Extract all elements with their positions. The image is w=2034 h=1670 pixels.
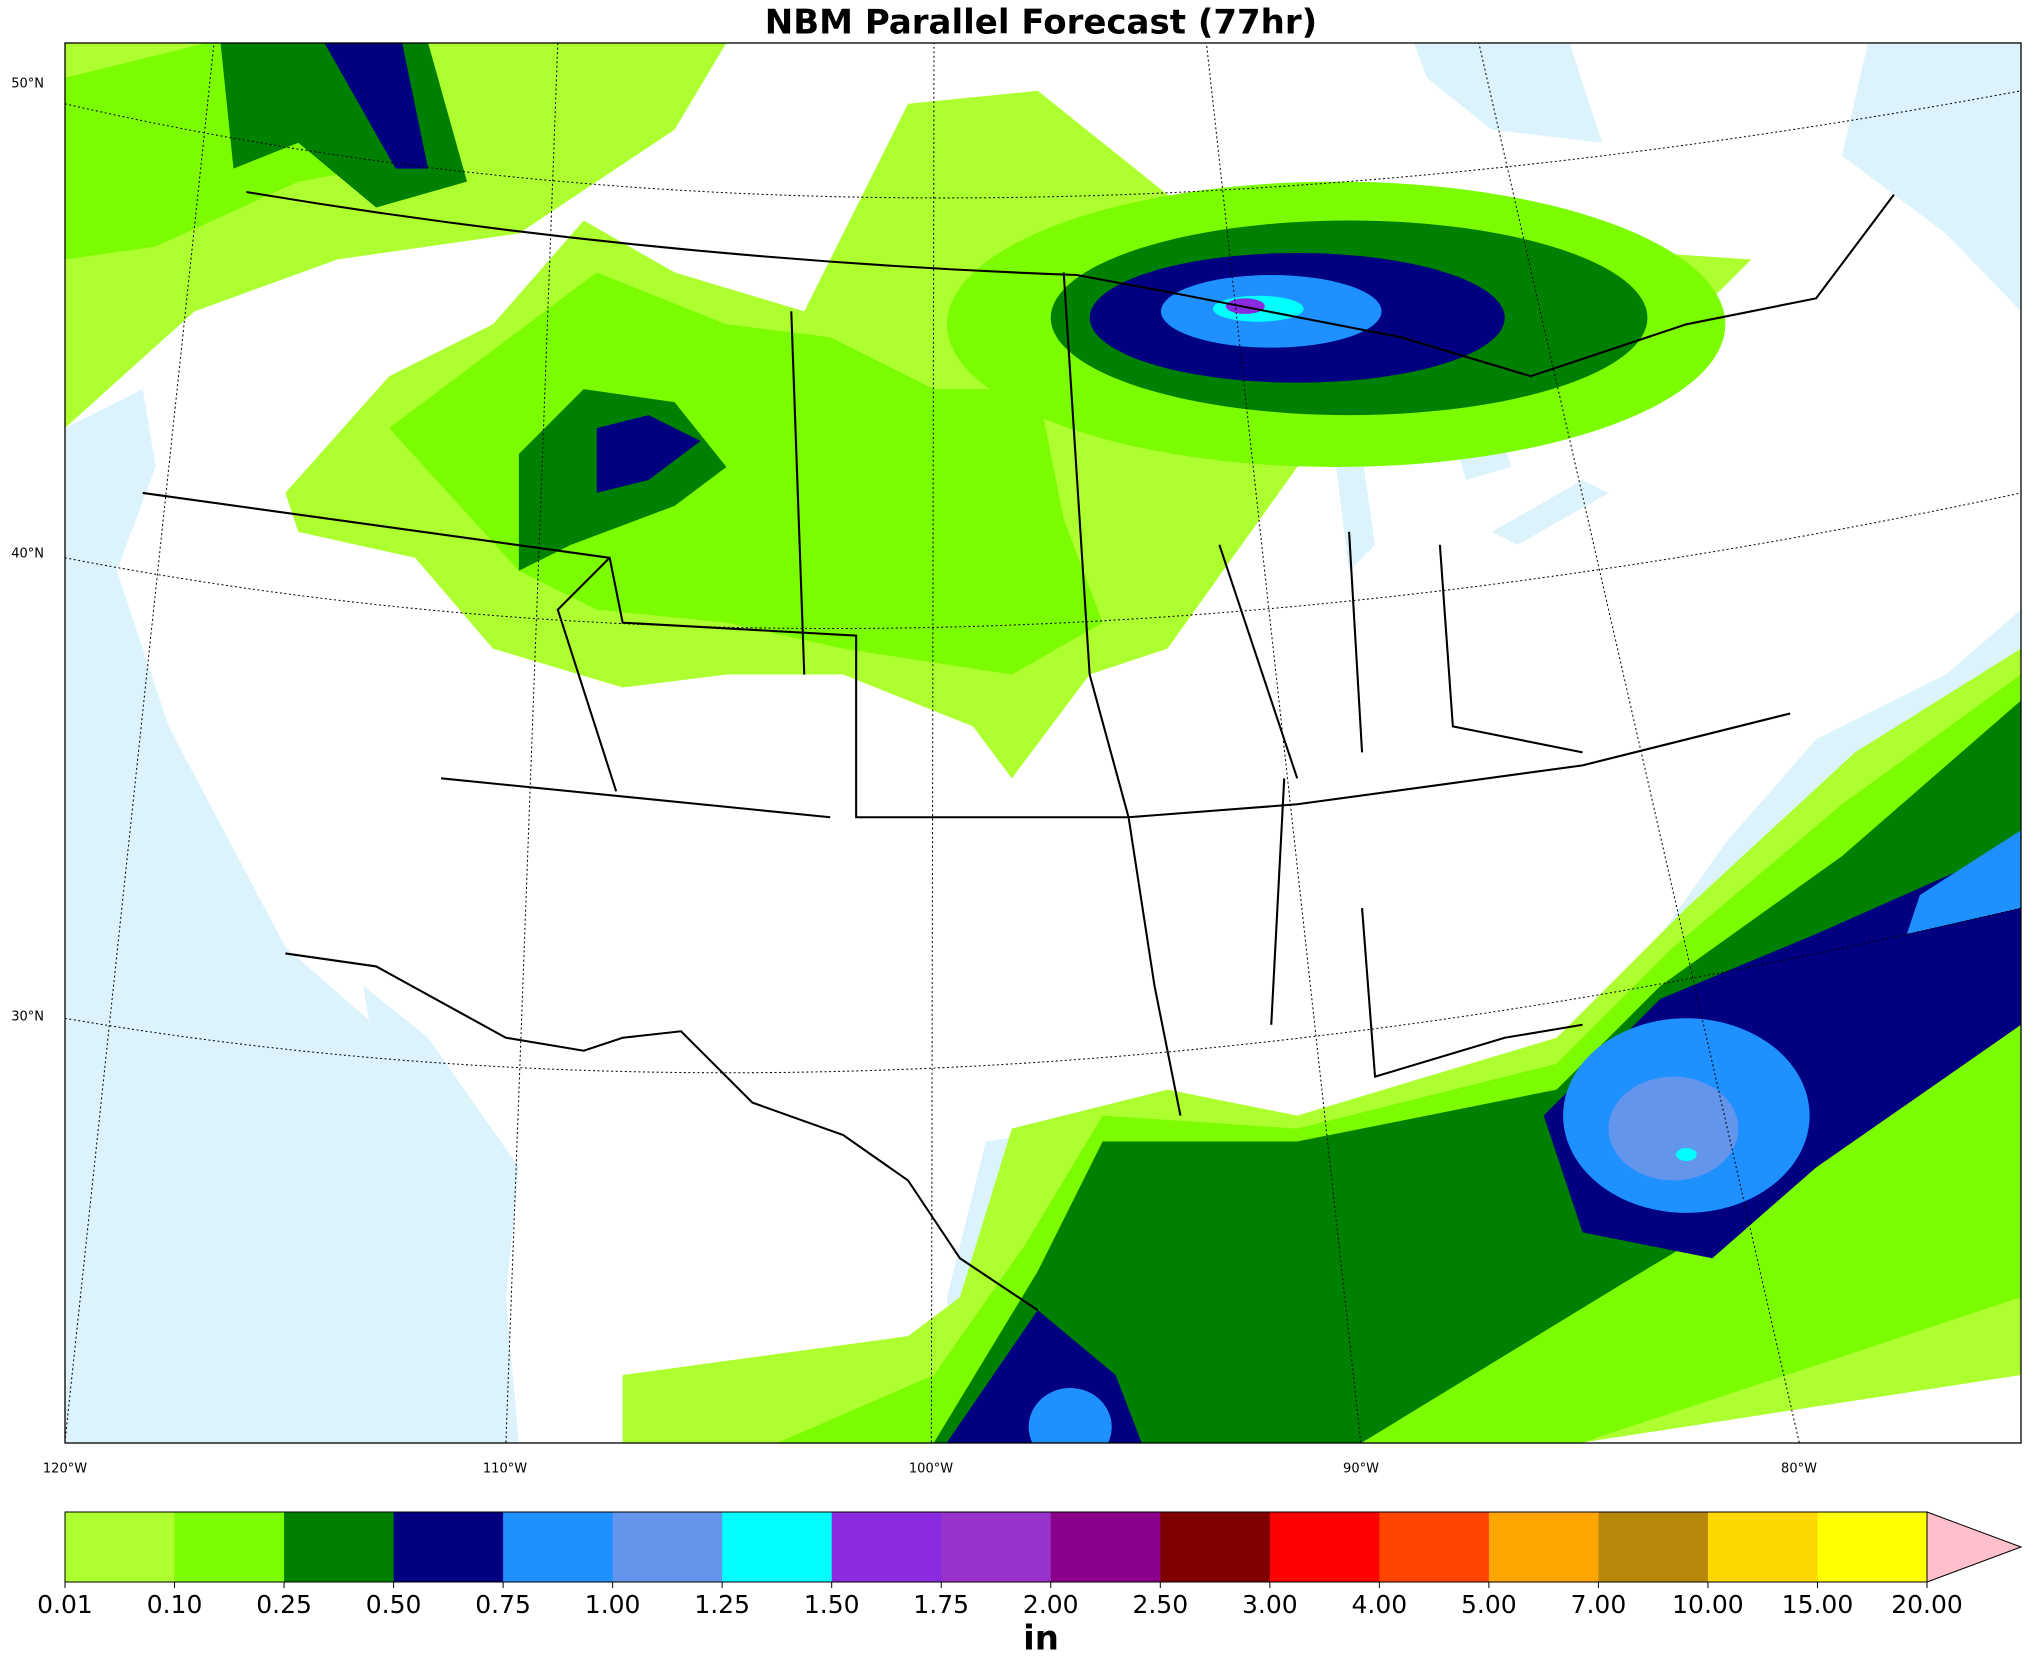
lat-label: 40°N [11, 547, 44, 562]
border [440, 557, 831, 819]
precip-gulf-5 [1028, 1388, 1112, 1443]
precip-north-plains-inner [389, 272, 1103, 675]
colorbar-tick-label: 5.00 [1461, 1590, 1517, 1619]
border [1127, 778, 1583, 1116]
gulf-of-california [363, 985, 519, 1298]
graticule [64, 90, 2022, 199]
colorbar-tick-label: 0.50 [366, 1590, 422, 1619]
border [246, 190, 1895, 378]
colorbar-unit: in [1023, 1619, 1059, 1659]
colorbar-bin [1488, 1512, 1599, 1582]
colorbar-bin [1598, 1512, 1709, 1582]
lon-label: 100°W [909, 1462, 953, 1477]
graticule [1478, 42, 1800, 1443]
colorbar-bin [722, 1512, 833, 1582]
colorbar-tick-label: 1.75 [913, 1590, 969, 1619]
colorbar-bin [1050, 1512, 1161, 1582]
title: NBM Parallel Forecast (77hr) [765, 3, 1317, 43]
colorbar-tick-label: 1.50 [804, 1590, 860, 1619]
pacific [64, 389, 519, 1443]
lon-label: 110°W [483, 1462, 527, 1477]
colorbar-tick-label: 7.00 [1571, 1590, 1627, 1619]
colorbar-bin [1160, 1512, 1271, 1582]
lat-label: 50°N [11, 77, 44, 92]
colorbar-bin [1817, 1512, 1928, 1582]
colorbar-bin [612, 1512, 723, 1582]
graticule [930, 42, 935, 1443]
colorbar-bin [1379, 1512, 1490, 1582]
lon-label: 120°W [43, 1462, 87, 1477]
colorbar-extend [1926, 1511, 2023, 1583]
graticule [64, 907, 2022, 1074]
colorbar-bin [393, 1512, 504, 1582]
border [285, 952, 1039, 1312]
border [142, 491, 1791, 819]
graticule [64, 42, 215, 1443]
precip-southeast-3 [933, 700, 2022, 1443]
border [790, 272, 1130, 818]
precip-northwest-peak [324, 42, 429, 169]
colorbar-bin [284, 1512, 395, 1582]
graticule [1205, 42, 1362, 1443]
lake-michigan [1336, 454, 1376, 571]
map-frame [64, 42, 2022, 1444]
colorbar-bin [1707, 1512, 1818, 1582]
graticule [64, 492, 2022, 630]
colorbar-tick-label: 0.10 [147, 1590, 203, 1619]
lon-label: 80°W [1781, 1462, 1817, 1477]
hudson-bay [1413, 42, 1603, 143]
border [1218, 531, 1583, 779]
map [64, 42, 2022, 1443]
precip-rockies-core [596, 415, 701, 493]
colorbar-tick-label: 0.75 [475, 1590, 531, 1619]
lat-label: 30°N [11, 1010, 44, 1025]
precip-florida-2 [1608, 1076, 1739, 1181]
lake-erie [1491, 479, 1609, 545]
precip-florida-3 [1675, 1148, 1697, 1161]
colorbar-frame [64, 1511, 1928, 1583]
atlantic-north [1842, 42, 2022, 312]
graticule [505, 42, 559, 1443]
colorbar-tick-label: 0.01 [37, 1590, 93, 1619]
colorbar-bin [941, 1512, 1052, 1582]
colorbar-bin [503, 1512, 614, 1582]
colorbar-tick-label: 1.00 [585, 1590, 641, 1619]
colorbar-tick-label: 4.00 [1352, 1590, 1408, 1619]
colorbar-bin [831, 1512, 942, 1582]
colorbar-tick-label: 10.00 [1672, 1590, 1744, 1619]
colorbar-tick-label: 15.00 [1782, 1590, 1854, 1619]
colorbar-tick-label: 20.00 [1891, 1590, 1963, 1619]
colorbar-bin [1269, 1512, 1380, 1582]
lon-label: 90°W [1343, 1462, 1379, 1477]
precip-southeast-5 [1906, 830, 2022, 934]
colorbar-tick-label: 1.25 [694, 1590, 750, 1619]
colorbar-bin [65, 1512, 176, 1582]
colorbar-tick-label: 2.00 [1023, 1590, 1079, 1619]
colorbar-bin [174, 1512, 285, 1582]
colorbar-tick-label: 3.00 [1242, 1590, 1298, 1619]
colorbar-tick-label: 0.25 [256, 1590, 312, 1619]
colorbar-tick-label: 2.50 [1132, 1590, 1188, 1619]
